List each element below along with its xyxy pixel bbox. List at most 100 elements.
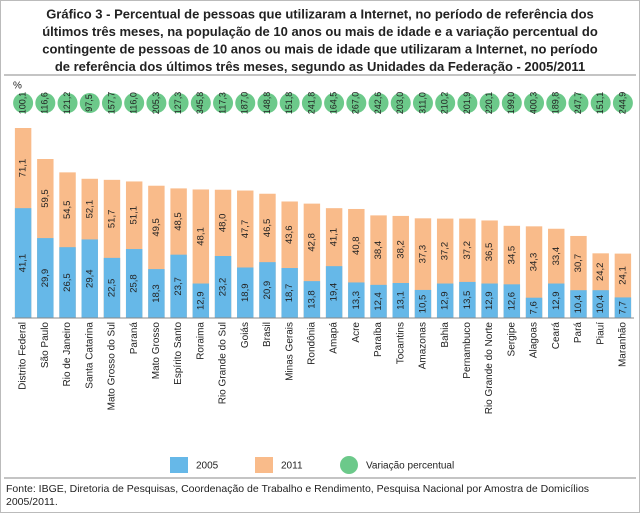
variation-marker <box>324 93 345 113</box>
variation-marker <box>257 93 278 113</box>
value-label: 18,7 <box>284 284 295 303</box>
value-label: 23,7 <box>173 277 184 296</box>
value-label: 25,8 <box>129 274 140 293</box>
bar-2005 <box>170 254 187 318</box>
legend-swatch <box>170 457 188 473</box>
value-label: 157,7 <box>106 92 116 115</box>
x-tick-label: Distrito Federal <box>18 322 29 390</box>
bar-2005 <box>192 283 210 318</box>
value-label: 121,2 <box>62 92 72 115</box>
value-label: 48,5 <box>173 212 184 231</box>
bar-2005 <box>414 289 432 318</box>
x-tick-label: Ceará <box>551 322 562 350</box>
x-tick-label: Acre <box>351 322 362 343</box>
bar-2005 <box>214 256 232 318</box>
value-label: 37,2 <box>440 242 451 261</box>
value-label: 34,5 <box>506 246 517 265</box>
value-label: 10,4 <box>595 295 606 314</box>
value-label: 7,7 <box>617 301 628 314</box>
value-label: 43,6 <box>284 226 295 245</box>
value-label: 151,8 <box>284 92 294 115</box>
legend-swatch <box>340 456 358 474</box>
x-tick-label: Sergipe <box>506 322 517 357</box>
x-tick-label: Tocantins <box>395 322 406 364</box>
value-label: 12,9 <box>440 292 451 311</box>
x-tick-label: Amazonas <box>418 322 429 369</box>
value-label: 241,8 <box>306 92 316 115</box>
variation-marker <box>146 93 167 113</box>
variation-marker <box>79 93 100 113</box>
value-label: 51,1 <box>129 206 140 225</box>
value-label: 51,7 <box>106 210 117 229</box>
x-tick-label: Amapá <box>329 322 340 354</box>
value-label: 267,0 <box>351 92 361 115</box>
legend-label: 2005 <box>196 461 219 472</box>
variation-marker <box>524 93 545 113</box>
x-tick-label: Maranhão <box>618 322 629 367</box>
value-label: 26,5 <box>62 273 73 292</box>
value-label: 7,6 <box>529 301 540 314</box>
value-label: 199,0 <box>506 92 516 115</box>
value-label: 311,0 <box>417 92 427 114</box>
value-label: 41,1 <box>18 254 29 273</box>
value-label: 12,9 <box>195 292 206 311</box>
x-tick-label: Alagoas <box>529 322 540 358</box>
value-label: 47,7 <box>240 220 251 239</box>
chart-title: de referência dos últimos três meses, se… <box>55 59 585 74</box>
value-label: 49,5 <box>151 218 162 237</box>
value-label: 116,6 <box>40 92 50 114</box>
value-label: 205,3 <box>151 92 161 115</box>
bar-2005 <box>259 262 276 318</box>
value-label: 400,3 <box>528 92 538 115</box>
bar-2005 <box>436 283 454 318</box>
bar-2005 <box>37 238 54 318</box>
bar-2005 <box>525 297 543 318</box>
bar-2005 <box>392 282 409 318</box>
value-label: 345,8 <box>195 92 205 115</box>
variation-marker <box>57 93 78 113</box>
variation-marker <box>124 93 145 113</box>
value-label: 48,0 <box>218 214 229 233</box>
x-tick-label: Mato Grosso do Sul <box>107 322 118 410</box>
value-label: 12,4 <box>373 292 384 311</box>
bar-2011 <box>525 226 543 318</box>
value-label: 19,4 <box>329 283 340 302</box>
x-tick-label: Brasil <box>262 322 273 347</box>
variation-marker <box>368 93 389 113</box>
variation-marker <box>390 93 411 113</box>
value-label: 23,2 <box>218 278 229 297</box>
variation-marker <box>346 93 367 113</box>
bar-2005 <box>81 239 98 318</box>
value-label: 71,1 <box>18 159 29 178</box>
variation-marker <box>213 93 234 113</box>
value-label: 24,1 <box>617 266 628 285</box>
value-label: 34,3 <box>529 253 540 272</box>
value-label: 100,1 <box>17 92 27 115</box>
bar-2005 <box>481 283 498 318</box>
value-label: 13,1 <box>395 291 406 310</box>
legend-label: Variação percentual <box>366 461 454 472</box>
value-label: 22,5 <box>106 279 117 298</box>
x-tick-label: Pará <box>573 322 584 344</box>
value-label: 12,9 <box>551 292 562 311</box>
source: Fonte: IBGE, Diretoria de Pesquisas, Coo… <box>6 483 590 508</box>
value-label: 244,9 <box>617 92 627 115</box>
value-label: 164,5 <box>328 92 338 115</box>
value-label: 10,4 <box>573 295 584 314</box>
variation-marker <box>546 93 567 113</box>
chart-title: contingente de pessoas de 10 anos ou mai… <box>42 41 598 56</box>
value-label: 29,4 <box>84 269 95 288</box>
x-tick-label: Paraná <box>129 322 140 355</box>
bar-2005 <box>459 281 476 318</box>
legend-label: 2011 <box>281 461 303 472</box>
x-tick-label: Goiás <box>240 322 251 348</box>
bar-2005 <box>570 290 587 318</box>
variation-marker <box>479 93 500 113</box>
value-label: 37,2 <box>462 241 473 260</box>
x-tick-label: Mato Grosso <box>151 322 162 380</box>
value-label: 151,1 <box>595 92 605 115</box>
variation-marker <box>101 93 122 113</box>
value-label: 38,4 <box>373 241 384 260</box>
